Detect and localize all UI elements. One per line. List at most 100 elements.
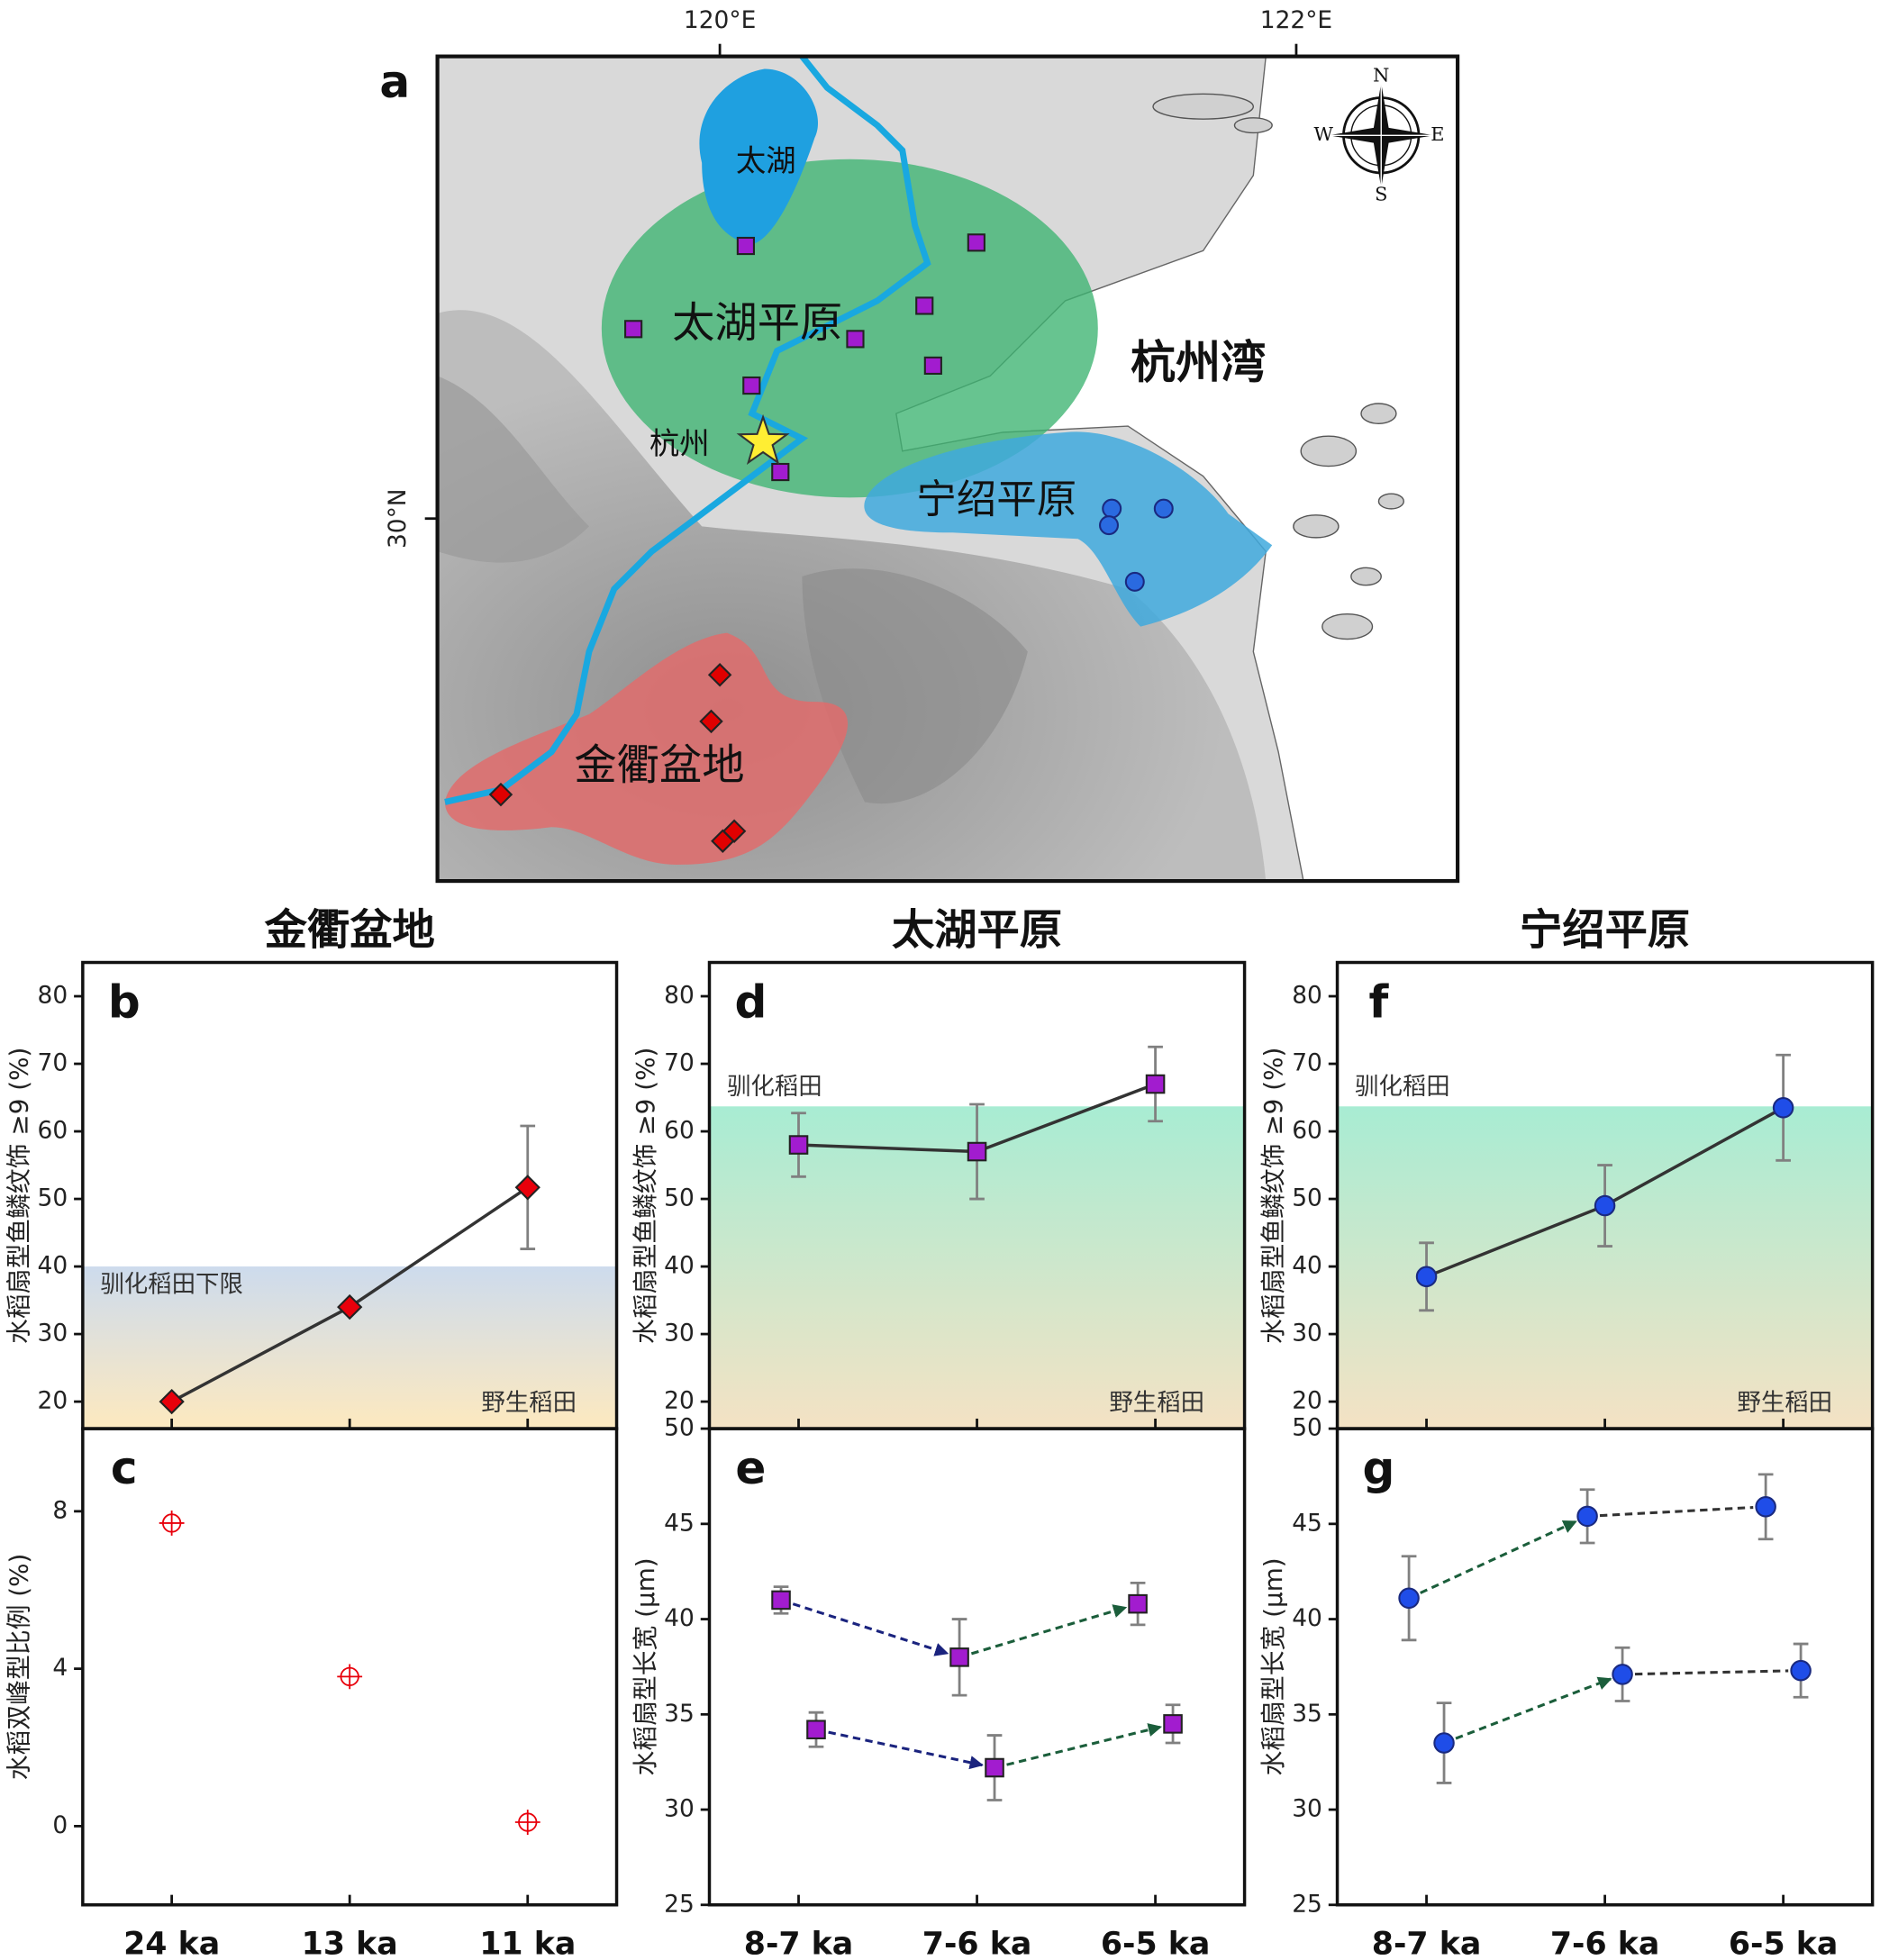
connector — [1599, 1506, 1754, 1518]
connector — [792, 1602, 949, 1656]
x-tick-label: 8-7 ka — [744, 1926, 854, 1960]
y-tick-label: 60 — [38, 1117, 68, 1145]
panel-label: d — [734, 975, 767, 1028]
jinqu-region — [444, 632, 849, 865]
marker — [1124, 571, 1145, 592]
place-label: 杭州湾 — [1131, 336, 1266, 388]
marker — [699, 709, 723, 734]
panel-title: 太湖平原 — [892, 906, 1062, 956]
x-tick-label: 6-5 ka — [1101, 1926, 1211, 1960]
wild-label: 野生稻田 — [481, 1389, 577, 1417]
map-frame — [435, 54, 1460, 884]
y-tick-label: 45 — [664, 1509, 695, 1537]
marker — [624, 320, 643, 339]
y-tick-label: 30 — [1292, 1795, 1322, 1823]
y-tick-label: 40 — [1292, 1604, 1322, 1632]
marker — [1576, 1505, 1598, 1528]
terrain — [437, 376, 589, 563]
marker — [846, 330, 865, 349]
place-label: 金衢盆地 — [574, 741, 744, 791]
place-label: 宁绍平原 — [916, 476, 1076, 522]
y-tick-label: 30 — [38, 1320, 68, 1348]
marker — [514, 1810, 540, 1835]
x-tick-label: 8-7 ka — [1372, 1926, 1482, 1960]
y-axis-label: 水稻扇型鱼鳞纹饰 ≥9 (%) — [631, 1048, 660, 1344]
marker — [742, 376, 761, 395]
x-tick-label: 24 ka — [123, 1926, 220, 1960]
y-tick-label: 80 — [664, 982, 695, 1010]
y-tick-label: 40 — [664, 1252, 695, 1280]
place-label: 太湖平原 — [672, 299, 842, 349]
y-tick-label: 35 — [1292, 1700, 1322, 1728]
marker — [806, 1720, 826, 1740]
marker — [711, 829, 735, 854]
compass-letter: S — [1375, 184, 1387, 205]
panel-title: 金衢盆地 — [264, 906, 435, 956]
panel-label: b — [108, 975, 141, 1028]
marker — [1163, 1714, 1183, 1734]
y-tick-label: 20 — [664, 1387, 695, 1415]
marker — [1398, 1587, 1420, 1610]
terrain — [802, 568, 1028, 804]
river — [444, 56, 931, 805]
x-tick-label: 122°E — [1260, 6, 1332, 34]
y-tick-label: 50 — [1292, 1414, 1322, 1442]
domesticated-label: 驯化稻田 — [727, 1073, 822, 1101]
y-tick-label: 25 — [664, 1890, 695, 1918]
marker — [1594, 1194, 1616, 1217]
x-tick-label: 7-6 ka — [1550, 1926, 1660, 1960]
marker — [967, 1141, 987, 1162]
y-tick-label: 40 — [664, 1604, 695, 1632]
marker — [1612, 1664, 1633, 1685]
y-tick-label: 50 — [664, 1414, 695, 1442]
sea — [895, 56, 1458, 882]
marker — [1790, 1659, 1812, 1682]
y-tick-label: 50 — [664, 1184, 695, 1212]
map-background — [437, 56, 1458, 882]
y-tick-label: 4 — [52, 1654, 68, 1682]
plot-frame — [707, 1427, 1247, 1907]
marker — [915, 296, 934, 315]
marker — [337, 1664, 363, 1690]
connector — [1006, 1723, 1163, 1766]
wild-label: 野生稻田 — [1737, 1389, 1832, 1417]
marker — [788, 1135, 809, 1155]
y-tick-label: 70 — [664, 1049, 695, 1077]
marker — [771, 462, 790, 482]
marker — [923, 356, 942, 375]
place-label: 杭州 — [649, 426, 710, 461]
wild-label: 野生稻田 — [1109, 1389, 1204, 1417]
y-tick-label: 30°N — [384, 488, 412, 549]
y-tick-label: 60 — [1292, 1117, 1322, 1145]
y-tick-label: 70 — [38, 1049, 68, 1077]
plot-frame — [1335, 1427, 1875, 1907]
y-tick-label: 30 — [664, 1795, 695, 1823]
y-tick-label: 30 — [664, 1320, 695, 1348]
marker — [707, 662, 732, 687]
panel-title: 宁绍平原 — [1520, 906, 1690, 956]
islands — [1152, 93, 1404, 640]
panel-label: g — [1363, 1442, 1395, 1494]
marker — [1099, 515, 1119, 536]
panel-label: c — [111, 1442, 138, 1494]
marker — [967, 233, 985, 252]
y-tick-label: 25 — [1292, 1890, 1322, 1918]
x-tick-label: 6-5 ka — [1729, 1926, 1839, 1960]
star — [736, 413, 790, 465]
connector — [970, 1604, 1128, 1656]
plot-frame — [81, 1427, 619, 1907]
y-axis-label: 水稻扇型鱼鳞纹饰 ≥9 (%) — [4, 1048, 33, 1344]
x-tick-label: 7-6 ka — [922, 1926, 1032, 1960]
y-tick-label: 20 — [1292, 1387, 1322, 1415]
marker — [1153, 498, 1174, 519]
ningshao-region — [864, 431, 1273, 627]
place-label: 太湖 — [736, 143, 796, 178]
x-tick-label: 13 ka — [302, 1926, 398, 1960]
y-tick-label: 60 — [664, 1117, 695, 1145]
domesticated-label: 驯化稻田下限 — [100, 1270, 243, 1298]
y-tick-label: 50 — [1292, 1184, 1322, 1212]
compass-letter: N — [1373, 64, 1389, 86]
marker — [1772, 1097, 1794, 1119]
y-axis-label: 水稻双峰型比例 (%) — [4, 1554, 33, 1781]
